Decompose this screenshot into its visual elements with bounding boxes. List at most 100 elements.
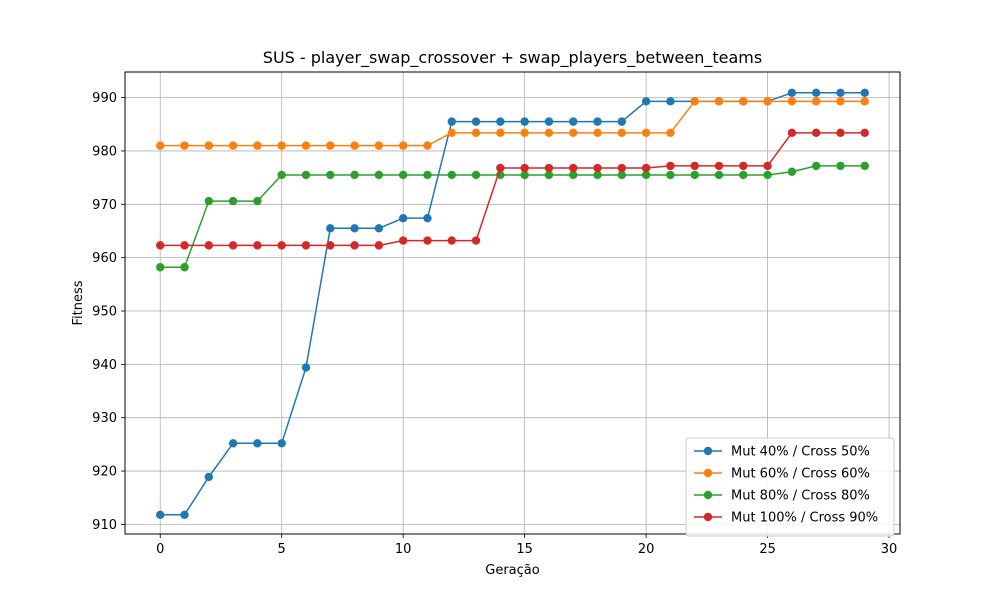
data-point <box>496 117 505 126</box>
data-point <box>811 97 821 106</box>
data-point <box>496 163 505 173</box>
data-point <box>763 97 772 106</box>
data-point <box>617 128 627 138</box>
data-point <box>277 241 286 250</box>
data-point <box>569 117 578 126</box>
x-axis-label: Geração <box>485 563 539 578</box>
data-point <box>350 224 359 233</box>
x-tick-label: 25 <box>759 542 776 557</box>
data-point <box>471 128 481 138</box>
grid-layer <box>125 72 900 534</box>
data-point <box>253 241 262 250</box>
data-point <box>374 224 384 233</box>
legend-label: Mut 100% / Cross 90% <box>731 511 878 526</box>
data-point <box>666 170 675 180</box>
y-axis-label: Fitness <box>71 280 86 325</box>
data-point <box>641 170 651 180</box>
data-point <box>617 117 627 126</box>
data-point <box>763 161 772 171</box>
data-point <box>228 439 238 448</box>
data-point <box>326 241 335 250</box>
data-point <box>423 170 432 180</box>
data-point <box>471 236 481 245</box>
data-point <box>739 170 748 180</box>
legend-box <box>685 437 895 537</box>
data-point <box>447 236 456 245</box>
data-point <box>739 97 748 106</box>
x-tick-label: 5 <box>278 542 286 557</box>
data-point <box>204 472 214 482</box>
data-point <box>496 128 505 138</box>
data-point <box>520 117 529 126</box>
x-tick-label: 10 <box>395 542 412 557</box>
data-point <box>277 170 286 180</box>
data-point <box>398 141 408 150</box>
data-point <box>253 141 262 150</box>
data-point <box>641 97 651 106</box>
data-point <box>423 141 432 150</box>
data-point <box>811 88 821 98</box>
data-point <box>398 236 408 245</box>
data-point <box>520 163 529 173</box>
data-point <box>836 88 845 98</box>
legend-marker <box>703 468 713 478</box>
data-point <box>714 161 724 171</box>
y-tick-label: 990 <box>92 91 117 106</box>
x-tick-label: 15 <box>516 542 533 557</box>
legend: Mut 40% / Cross 50% Mut 60% / Cross 60% Mu… <box>685 437 895 537</box>
data-point <box>301 141 311 150</box>
data-point <box>180 263 189 272</box>
data-point <box>544 163 554 173</box>
data-point <box>860 88 869 98</box>
data-point <box>374 170 384 180</box>
data-point <box>569 170 578 180</box>
legend-item: Mut 100% / Cross 90% <box>694 511 878 526</box>
data-point <box>204 241 214 250</box>
y-tick-label: 960 <box>92 251 117 266</box>
data-point <box>447 128 456 138</box>
legend-item: Mut 60% / Cross 60% <box>694 467 870 482</box>
data-point <box>569 163 578 173</box>
data-point <box>836 97 845 106</box>
data-point <box>666 97 675 106</box>
data-point <box>374 141 384 150</box>
data-point <box>398 213 408 223</box>
data-point <box>350 170 359 180</box>
y-tick-label: 950 <box>92 305 117 320</box>
data-point <box>860 128 869 138</box>
y-tick-label: 910 <box>92 518 117 533</box>
data-point <box>787 167 797 176</box>
legend-marker <box>703 490 713 500</box>
data-point <box>739 161 748 171</box>
data-point <box>156 141 165 150</box>
data-point <box>301 363 311 372</box>
data-point <box>398 170 408 180</box>
data-point <box>520 170 529 180</box>
data-point <box>666 161 675 171</box>
data-point <box>666 128 675 138</box>
data-point <box>350 141 359 150</box>
data-point <box>811 161 821 171</box>
data-point <box>326 224 335 233</box>
data-point <box>326 170 335 180</box>
series-4 <box>156 128 869 250</box>
data-point <box>544 128 554 138</box>
data-point <box>326 141 335 150</box>
data-point <box>787 88 797 98</box>
data-point <box>447 170 456 180</box>
data-point <box>471 170 481 180</box>
data-point <box>350 241 359 250</box>
legend-label: Mut 60% / Cross 60% <box>731 467 870 482</box>
data-point <box>714 170 724 180</box>
chart-title: SUS - player_swap_crossover + swap_playe… <box>263 48 762 68</box>
data-point <box>593 117 602 126</box>
data-point <box>471 117 481 126</box>
y-tick-label: 980 <box>92 144 117 159</box>
data-point <box>544 117 554 126</box>
data-point <box>787 97 797 106</box>
data-point <box>617 170 627 180</box>
data-point <box>690 97 699 106</box>
data-point <box>374 241 384 250</box>
data-point <box>180 241 189 250</box>
